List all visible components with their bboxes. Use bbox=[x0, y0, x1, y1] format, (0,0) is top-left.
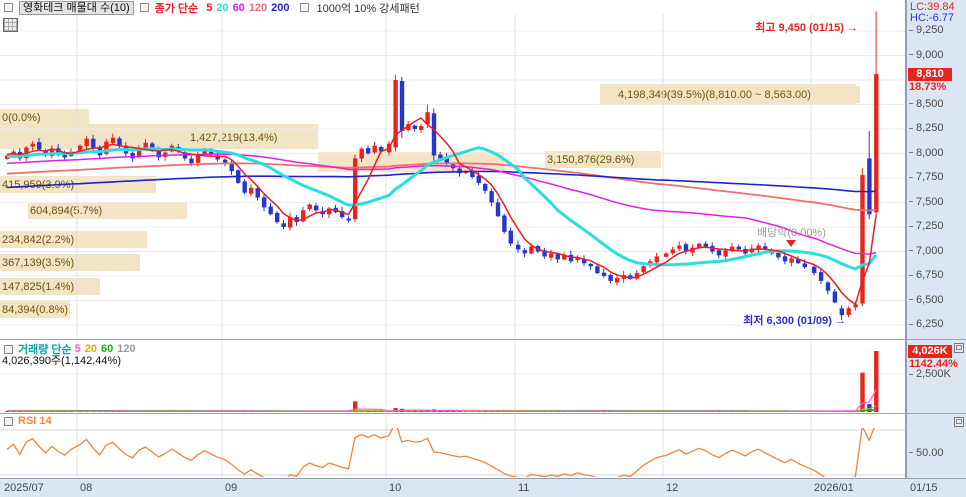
ex-dividend-marker-icon bbox=[786, 240, 796, 247]
current-change-pct: 18.73% bbox=[909, 81, 947, 94]
price-axis-panel: LC:39.84 HC:-6.77 9,250 9,000 8,500 8,250 8,… bbox=[906, 0, 966, 478]
x-axis-label-2026/01: 2026/01 bbox=[814, 482, 854, 494]
volume-axis-tick: 2,500K bbox=[909, 368, 951, 380]
price-ma-120[interactable]: 120 bbox=[248, 1, 268, 14]
price-tick-8,000: 8,000 bbox=[909, 147, 944, 159]
pane-separator[interactable] bbox=[0, 339, 966, 340]
ex-dividend-annotation: 배당락(0.00%) bbox=[757, 227, 826, 239]
current-volume-badge: 4,026K bbox=[908, 345, 952, 358]
x-axis-label-2025/07: 2025/07 bbox=[4, 482, 44, 494]
hc-value: HC:-6.77 bbox=[910, 12, 955, 24]
price-ma-5[interactable]: 5 bbox=[206, 1, 213, 14]
rsi-pane-header: RSI 14 bbox=[2, 415, 52, 427]
x-axis-label-08: 08 bbox=[80, 482, 93, 494]
pattern-legend[interactable]: 1000억 10% 강세패턴 bbox=[316, 2, 420, 15]
legend-square-icon bbox=[139, 3, 149, 12]
chart-header: 영화테크 매물대 수(10) 종가 단순 5 20 60 120 200 1000억 1… bbox=[0, 0, 907, 15]
volume-profile-label: 147,825(1.4%) bbox=[0, 278, 100, 295]
price-tick-6,750: 6,750 bbox=[909, 269, 944, 281]
volume-change-pct: 1142.44% bbox=[909, 358, 958, 370]
volume-ma-20[interactable]: 20 bbox=[84, 343, 97, 355]
price-tick-7,250: 7,250 bbox=[909, 220, 944, 232]
volume-ma-60[interactable]: 60 bbox=[101, 343, 114, 355]
price-tick-7,750: 7,750 bbox=[909, 171, 944, 183]
price-tick-7,500: 7,500 bbox=[909, 196, 944, 208]
x-axis-label-end: 01/15 bbox=[910, 482, 938, 494]
volume-pane-header: 거래량 단순 5 20 60 120 bbox=[2, 341, 140, 357]
volume-legend-type: 단순 bbox=[51, 344, 72, 356]
price-tick-7,000: 7,000 bbox=[909, 245, 944, 257]
volume-profile-label: 367,139(3.5%) bbox=[0, 254, 140, 271]
price-tick-8,250: 8,250 bbox=[909, 122, 944, 134]
rsi-axis-tick: 50.00 bbox=[909, 447, 944, 459]
x-axis-label-09: 09 bbox=[225, 482, 238, 494]
legend-square-icon bbox=[4, 3, 13, 12]
plot-right-edge bbox=[905, 0, 906, 478]
price-tick-6,500: 6,500 bbox=[909, 294, 944, 306]
price-tick-6,250: 6,250 bbox=[909, 318, 944, 330]
volume-profile-label: 84,394(0.8%) bbox=[0, 301, 71, 318]
volume-pane-maximize-icon[interactable] bbox=[954, 343, 964, 353]
lowest-price-annotation: 최저 6,300 (01/09) → bbox=[743, 315, 846, 327]
volume-profile-label: 0(0.0%) bbox=[0, 109, 89, 126]
price-tick-9,250: 9,250 bbox=[909, 24, 944, 36]
legend-square-icon bbox=[4, 416, 13, 426]
price-legend-name[interactable]: 종가 단순 bbox=[154, 2, 199, 15]
volume-ma-5[interactable]: 5 bbox=[74, 343, 81, 355]
volume-profile-label: 234,842(2.2%) bbox=[0, 231, 147, 248]
x-axis-label-11: 11 bbox=[518, 482, 530, 494]
volume-summary: 4,026,390주(1,142.44%) bbox=[2, 355, 121, 367]
lc-value: LC:39.84 bbox=[910, 1, 955, 13]
legend-square-icon bbox=[299, 3, 309, 12]
price-ma-20[interactable]: 20 bbox=[216, 1, 229, 14]
volume-ma-legend: 5 20 60 120 bbox=[75, 343, 140, 355]
volume-profile-label: 3,150,876(29.6%) bbox=[545, 151, 661, 168]
grid-tool-icon[interactable] bbox=[3, 18, 18, 32]
x-axis-label-12: 12 bbox=[666, 482, 679, 494]
price-ma-200[interactable]: 200 bbox=[271, 1, 290, 14]
volume-profile-label: 4,198,349(39.5%)(8,810.00 ~ 8,563.00) bbox=[616, 86, 860, 103]
volume-profile-label: 1,427,219(13.4%) bbox=[188, 129, 302, 146]
legend-square-icon bbox=[4, 344, 13, 354]
volume-profile-label: 604,894(5.7%) bbox=[28, 202, 187, 219]
pane-separator[interactable] bbox=[0, 413, 966, 414]
x-axis-label-10: 10 bbox=[389, 482, 402, 494]
volume-legend-name[interactable]: 거래량 bbox=[18, 344, 49, 356]
price-tick-9,000: 9,000 bbox=[909, 49, 944, 61]
price-ma-60[interactable]: 60 bbox=[232, 1, 245, 14]
volume-ma-120[interactable]: 120 bbox=[117, 343, 136, 355]
highest-price-annotation: 최고 9,450 (01/15) → bbox=[755, 22, 858, 34]
price-tick-8,500: 8,500 bbox=[909, 98, 944, 110]
rsi-pane-maximize-icon[interactable] bbox=[954, 417, 964, 427]
symbol-indicator-chip[interactable]: 영화테크 매물대 수(10) bbox=[19, 0, 134, 15]
current-price-badge: 8,810 bbox=[908, 67, 952, 81]
price-ma-legend: 5 20 60 120 200 bbox=[206, 2, 293, 14]
rsi-title[interactable]: RSI 14 bbox=[18, 415, 52, 427]
time-axis-strip[interactable]: 2025/07 08 09 10 11 12 2026/01 01/15 bbox=[0, 478, 966, 497]
